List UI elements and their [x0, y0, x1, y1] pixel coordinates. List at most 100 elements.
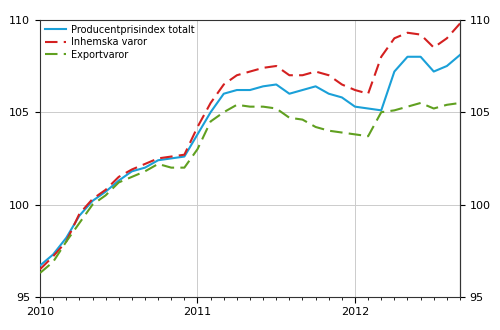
Exportvaror [155, 162, 161, 166]
Producentprisindex totalt [339, 95, 345, 99]
Inhemska varor [404, 31, 410, 35]
Exportvaror [404, 105, 410, 109]
Exportvaror [378, 110, 384, 114]
Producentprisindex totalt [63, 236, 69, 240]
Exportvaror [208, 119, 214, 123]
Producentprisindex totalt [365, 107, 371, 111]
Exportvaror [194, 147, 200, 151]
Producentprisindex totalt [300, 88, 306, 92]
Exportvaror [220, 110, 226, 114]
Producentprisindex totalt [273, 82, 279, 86]
Inhemska varor [76, 212, 82, 216]
Inhemska varor [234, 73, 240, 77]
Exportvaror [260, 105, 266, 109]
Inhemska varor [312, 70, 318, 74]
Producentprisindex totalt [37, 264, 43, 268]
Exportvaror [300, 117, 306, 121]
Exportvaror [365, 134, 371, 138]
Inhemska varor [457, 21, 463, 25]
Inhemska varor [273, 64, 279, 68]
Inhemska varor [339, 82, 345, 86]
Producentprisindex totalt [260, 84, 266, 88]
Exportvaror [63, 240, 69, 244]
Producentprisindex totalt [129, 169, 135, 173]
Producentprisindex totalt [90, 199, 96, 203]
Inhemska varor [444, 36, 450, 40]
Producentprisindex totalt [286, 92, 292, 96]
Legend: Producentprisindex totalt, Inhemska varor, Exportvaror: Producentprisindex totalt, Inhemska varo… [43, 23, 197, 61]
Exportvaror [102, 193, 108, 197]
Producentprisindex totalt [418, 55, 424, 59]
Line: Producentprisindex totalt: Producentprisindex totalt [40, 55, 460, 266]
Inhemska varor [392, 36, 398, 40]
Producentprisindex totalt [392, 70, 398, 74]
Exportvaror [273, 107, 279, 111]
Exportvaror [326, 129, 332, 133]
Exportvaror [312, 125, 318, 129]
Exportvaror [444, 103, 450, 107]
Exportvaror [116, 181, 121, 184]
Producentprisindex totalt [404, 55, 410, 59]
Inhemska varor [326, 73, 332, 77]
Producentprisindex totalt [194, 132, 200, 136]
Producentprisindex totalt [430, 70, 436, 74]
Inhemska varor [63, 240, 69, 244]
Exportvaror [90, 203, 96, 207]
Inhemska varor [378, 55, 384, 59]
Producentprisindex totalt [326, 92, 332, 96]
Exportvaror [76, 221, 82, 225]
Exportvaror [37, 271, 43, 275]
Inhemska varor [365, 92, 371, 96]
Inhemska varor [220, 82, 226, 86]
Exportvaror [430, 107, 436, 111]
Inhemska varor [430, 46, 436, 50]
Producentprisindex totalt [378, 108, 384, 112]
Producentprisindex totalt [352, 105, 358, 109]
Inhemska varor [418, 33, 424, 37]
Exportvaror [50, 260, 56, 264]
Exportvaror [339, 131, 345, 135]
Producentprisindex totalt [142, 166, 148, 170]
Inhemska varor [129, 168, 135, 172]
Inhemska varor [116, 175, 121, 179]
Producentprisindex totalt [457, 53, 463, 57]
Producentprisindex totalt [234, 88, 240, 92]
Exportvaror [286, 116, 292, 120]
Exportvaror [234, 103, 240, 107]
Exportvaror [247, 105, 253, 109]
Producentprisindex totalt [168, 156, 174, 160]
Inhemska varor [37, 267, 43, 271]
Exportvaror [352, 132, 358, 136]
Inhemska varor [260, 66, 266, 70]
Producentprisindex totalt [102, 190, 108, 194]
Inhemska varor [286, 73, 292, 77]
Exportvaror [418, 101, 424, 105]
Producentprisindex totalt [312, 84, 318, 88]
Producentprisindex totalt [116, 179, 121, 182]
Exportvaror [457, 101, 463, 105]
Producentprisindex totalt [155, 158, 161, 162]
Producentprisindex totalt [50, 252, 56, 256]
Inhemska varor [182, 153, 188, 157]
Inhemska varor [194, 125, 200, 129]
Exportvaror [182, 166, 188, 170]
Inhemska varor [155, 156, 161, 160]
Line: Exportvaror: Exportvaror [40, 103, 460, 273]
Inhemska varor [102, 188, 108, 192]
Exportvaror [392, 108, 398, 112]
Inhemska varor [352, 88, 358, 92]
Exportvaror [142, 169, 148, 173]
Inhemska varor [168, 154, 174, 158]
Inhemska varor [247, 70, 253, 74]
Producentprisindex totalt [247, 88, 253, 92]
Producentprisindex totalt [444, 64, 450, 68]
Inhemska varor [50, 254, 56, 258]
Producentprisindex totalt [208, 110, 214, 114]
Inhemska varor [300, 73, 306, 77]
Inhemska varor [90, 197, 96, 201]
Producentprisindex totalt [76, 214, 82, 218]
Exportvaror [129, 175, 135, 179]
Producentprisindex totalt [220, 92, 226, 96]
Exportvaror [168, 166, 174, 170]
Line: Inhemska varor: Inhemska varor [40, 23, 460, 269]
